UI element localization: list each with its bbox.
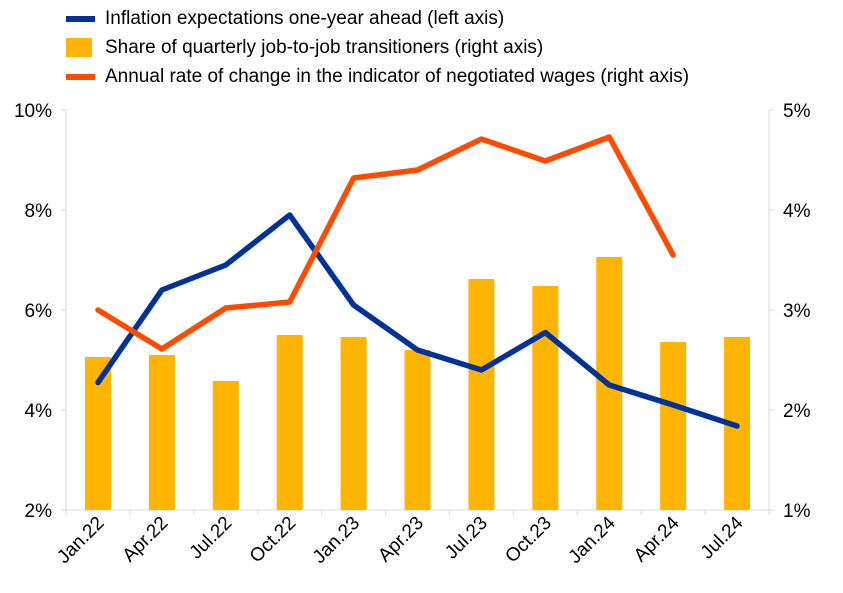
right-axis-tick-label: 1% bbox=[783, 501, 811, 522]
chart-legend: Inflation expectations one-year ahead (l… bbox=[66, 4, 689, 91]
x-axis-tick-label: Oct.22 bbox=[246, 513, 300, 567]
left-axis-tick-label: 8% bbox=[25, 201, 53, 222]
x-axis-tick-label: Apr.24 bbox=[630, 512, 684, 566]
right-axis-tick-label: 2% bbox=[783, 401, 811, 422]
left-axis-tick-label: 2% bbox=[25, 501, 53, 522]
bar-job-to-job-share bbox=[532, 286, 559, 510]
bar-job-to-job-share bbox=[404, 350, 431, 510]
left-axis-tick-label: 6% bbox=[25, 301, 53, 322]
right-axis-tick-label: 4% bbox=[783, 201, 811, 222]
x-axis-tick-label: Oct.23 bbox=[501, 513, 555, 567]
bar-job-to-job-share bbox=[276, 335, 303, 510]
legend-swatch-negotiated-wages bbox=[66, 73, 95, 80]
x-axis-tick-label: Apr.22 bbox=[119, 513, 173, 567]
bar-job-to-job-share bbox=[340, 337, 367, 510]
right-axis-tick-label: 5% bbox=[783, 101, 811, 122]
x-axis-tick-label: Jul.22 bbox=[186, 513, 237, 564]
x-axis-tick-label: Jan.23 bbox=[309, 513, 364, 568]
legend-item-negotiated-wages: Annual rate of change in the indicator o… bbox=[66, 62, 689, 91]
x-axis-tick-label: Jul.24 bbox=[697, 512, 748, 563]
x-axis-tick-label: Jul.23 bbox=[441, 513, 492, 564]
line-inflation-expectations bbox=[95, 212, 740, 429]
bar-job-to-job-share bbox=[468, 279, 495, 510]
left-axis-tick-label: 4% bbox=[25, 401, 53, 422]
legend-swatch-inflation-expectations bbox=[66, 15, 95, 22]
legend-label-inflation-expectations: Inflation expectations one-year ahead (l… bbox=[105, 7, 505, 29]
x-axis-tick-label: Apr.23 bbox=[374, 513, 428, 567]
x-axis-tick-label: Jan.24 bbox=[565, 512, 620, 567]
bar-job-to-job-share bbox=[212, 381, 239, 510]
line-negotiated-wages bbox=[95, 134, 676, 352]
x-axis-tick-label: Jan.22 bbox=[53, 513, 108, 568]
legend-label-negotiated-wages: Annual rate of change in the indicator o… bbox=[105, 65, 690, 87]
legend-label-job-to-job-share: Share of quarterly job-to-job transition… bbox=[105, 36, 544, 58]
right-axis-tick-label: 3% bbox=[783, 301, 811, 322]
left-axis-tick-label: 10% bbox=[14, 101, 52, 122]
legend-item-inflation-expectations: Inflation expectations one-year ahead (l… bbox=[66, 4, 689, 33]
bar-job-to-job-share bbox=[660, 342, 687, 510]
legend-item-job-to-job-share: Share of quarterly job-to-job transition… bbox=[66, 33, 689, 62]
bar-job-to-job-share bbox=[148, 355, 175, 510]
legend-swatch-job-to-job-share bbox=[66, 38, 92, 57]
